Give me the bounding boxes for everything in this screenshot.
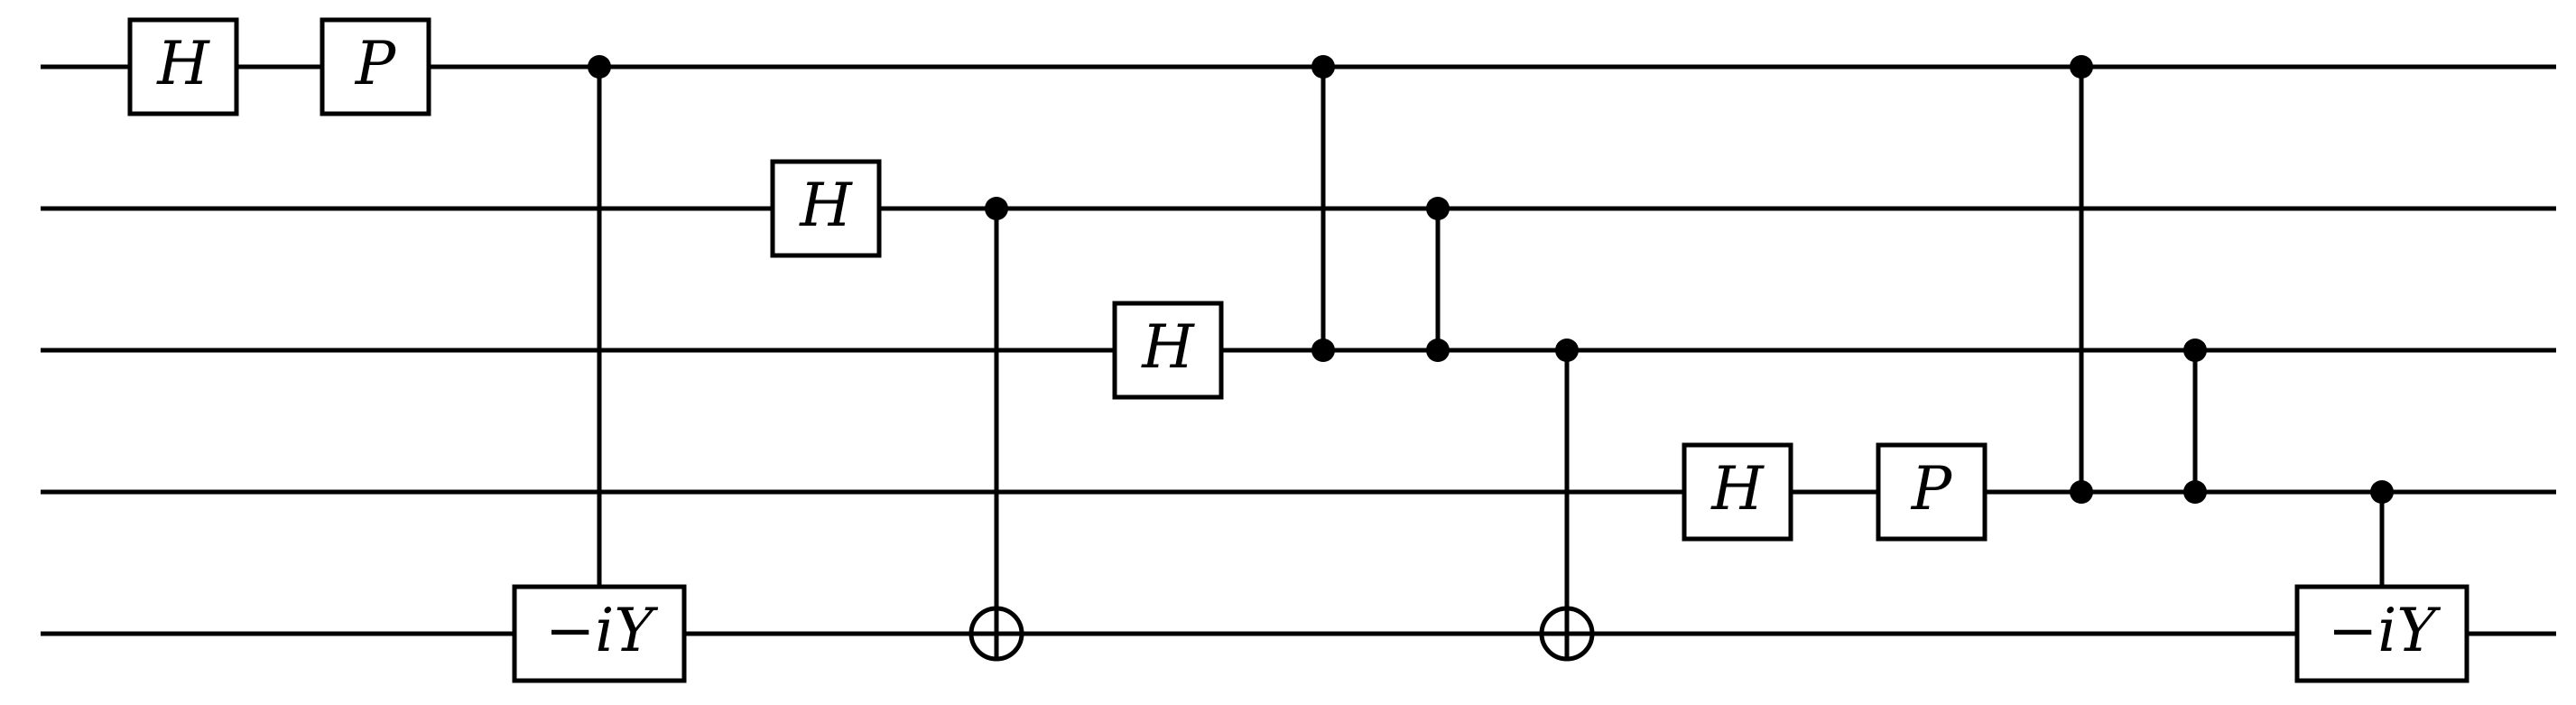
- gates-layer: H P −iY H H H P −iY: [127, 17, 2469, 683]
- gate-3-h-gate-label: H: [799, 171, 853, 240]
- gate-5-h-gate-box: [1112, 301, 1224, 400]
- gate-11-cz-dot-q3: [2070, 480, 2093, 504]
- gate-12-cz-dot-q3: [2183, 480, 2207, 504]
- gate-1-p-gate: P: [320, 17, 431, 116]
- gate-3-h-gate-box: [770, 159, 882, 258]
- gate-4-cnot-target: [968, 606, 1024, 662]
- gate-5-h-gate: H: [1112, 301, 1224, 400]
- gate-9-h-gate: H: [1682, 442, 1793, 542]
- gate-2-controlled-iy-gate-label: −iY: [545, 596, 658, 665]
- gate-0-h-gate-box: [127, 17, 239, 116]
- gate-5-h-gate-label: H: [1141, 312, 1195, 382]
- gate-3-h-gate: H: [770, 159, 882, 258]
- gate-13-controlled-iy-gate: −iY: [2294, 584, 2469, 683]
- gate-11-cz-dot-q0: [2070, 55, 2093, 79]
- gate-8-cnot-target: [1539, 606, 1595, 662]
- gate-0-h-gate-label: H: [156, 29, 210, 98]
- gate-8-control-dot-q2: [1555, 339, 1579, 362]
- gate-13-control-dot-q3: [2370, 480, 2394, 504]
- gate-2-controlled-iy-gate-box: [512, 584, 687, 683]
- gate-2-controlled-iy-gate: −iY: [512, 584, 687, 683]
- gate-13-controlled-iy-gate-box: [2294, 584, 2469, 683]
- gate-10-p-gate-box: [1876, 442, 1988, 542]
- wires-layer: [41, 64, 2556, 636]
- gate-10-p-gate: P: [1876, 442, 1988, 542]
- gate-12-cz-dot-q2: [2183, 339, 2207, 362]
- gate-10-p-gate-label: P: [1911, 454, 1953, 524]
- gate-4-control-dot-q1: [985, 197, 1008, 220]
- gate-7-cz-dot-q2: [1426, 339, 1450, 362]
- gate-1-p-gate-label: P: [355, 29, 397, 98]
- gate-2-control-dot-q0: [588, 55, 611, 79]
- gate-1-p-gate-box: [320, 17, 431, 116]
- gate-6-cz-dot-q0: [1311, 55, 1335, 79]
- gate-6-cz-dot-q2: [1311, 339, 1335, 362]
- gate-9-h-gate-label: H: [1710, 454, 1765, 524]
- gate-7-cz-dot-q1: [1426, 197, 1450, 220]
- gate-13-controlled-iy-gate-label: −iY: [2328, 596, 2441, 665]
- gate-9-h-gate-box: [1682, 442, 1793, 542]
- gate-0-h-gate: H: [127, 17, 239, 116]
